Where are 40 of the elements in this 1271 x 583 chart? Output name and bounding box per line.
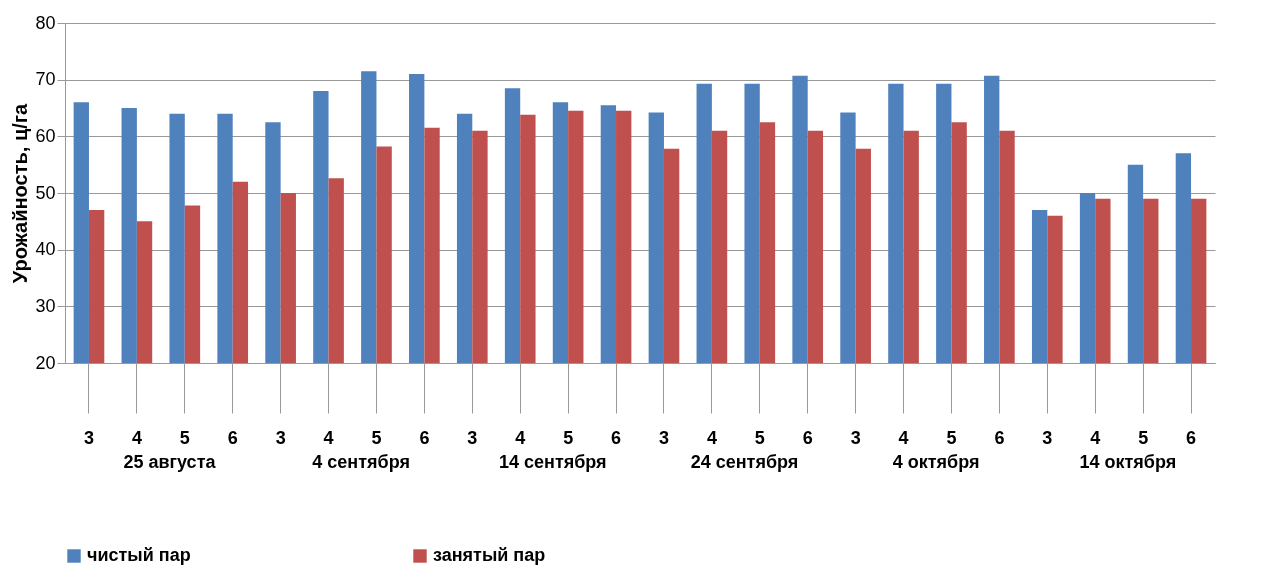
x-tick-label: 3 (1042, 427, 1053, 448)
y-axis-title: Урожайность, ц/га (9, 102, 32, 284)
legend-label: занятый пар (433, 545, 546, 565)
x-tick-label: 4 (706, 427, 717, 448)
x-tick-label: 6 (1186, 427, 1197, 448)
x-tick-label: 6 (227, 427, 238, 448)
text: 4 октября (892, 452, 980, 472)
x-tick-label: 3 (467, 427, 478, 448)
y-tick-label: 70 (35, 69, 56, 90)
y-tick-label: 30 (35, 295, 56, 316)
text: 4 сентября (312, 452, 410, 472)
y-tick-label: 80 (35, 12, 56, 33)
y-tick-label: 60 (35, 125, 56, 146)
x-tick-label: 4 (1090, 427, 1101, 448)
x-tick-label: 4 (323, 427, 334, 448)
x-tick-label: 6 (611, 427, 622, 448)
x-tick-label: 5 (179, 427, 190, 448)
x-tick-label: 3 (275, 427, 286, 448)
text: 24 сентября (690, 452, 799, 472)
x-tick-label: 5 (563, 427, 574, 448)
x-tick-label: 4 (515, 427, 526, 448)
x-tick-label: 6 (802, 427, 813, 448)
y-tick-label: 50 (35, 182, 56, 203)
legend-label: чистый пар (87, 545, 191, 565)
x-tick-label: 5 (754, 427, 765, 448)
text: 14 сентября (498, 452, 607, 472)
text: 25 августа (123, 452, 217, 472)
text: 14 октября (1079, 452, 1177, 472)
y-tick-label: 20 (35, 352, 56, 373)
x-tick-label: 6 (419, 427, 430, 448)
x-tick-label: 5 (946, 427, 957, 448)
y-tick-label: 40 (35, 239, 56, 260)
x-tick-label: 3 (850, 427, 861, 448)
x-tick-label: 3 (83, 427, 94, 448)
x-tick-label: 3 (658, 427, 669, 448)
x-tick-label: 5 (371, 427, 382, 448)
x-tick-label: 4 (131, 427, 142, 448)
x-tick-label: 4 (898, 427, 909, 448)
x-tick-label: 6 (994, 427, 1005, 448)
x-tick-label: 5 (1138, 427, 1149, 448)
